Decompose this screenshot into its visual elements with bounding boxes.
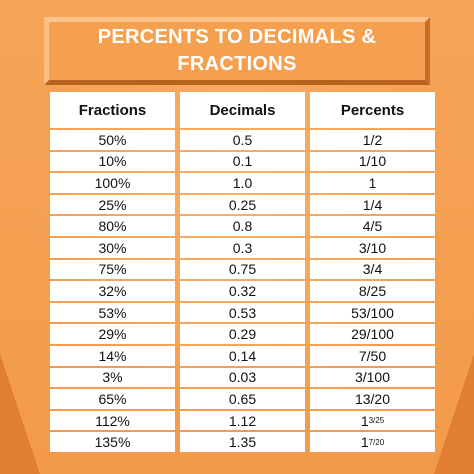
mixed-fraction: 3/25 [368,416,385,426]
table-cell: 0.1 [180,151,305,172]
mixed-fraction: 7/20 [368,437,385,447]
table-cell: 3/4 [310,259,435,280]
table-cell: 100% [50,173,175,193]
table-cell: 10% [50,151,175,172]
table-cell: 3/10 [310,238,435,258]
column-header: Decimals [180,92,305,128]
table-cell: 1.35 [180,432,305,452]
table-cell: 1 7/20 [310,432,435,452]
table-cell: 75% [50,259,175,280]
table-cell: 32% [50,281,175,301]
table-cell: 135% [50,432,175,452]
table-cell: 50% [50,130,175,150]
table-cell: 112% [50,410,175,431]
table-cell: 4/5 [310,216,435,236]
table-cell: 1 3/25 [310,410,435,431]
table-cell: 1.0 [180,173,305,193]
mixed-whole: 1 [360,412,369,429]
table-cell: 3/100 [310,367,435,388]
table-cell: 0.25 [180,194,305,215]
title-banner: PERCENTS TO DECIMALS & FRACTIONS [44,17,430,85]
table-cell: 0.8 [180,216,305,236]
title: PERCENTS TO DECIMALS & FRACTIONS [97,26,377,75]
table-cell: 13/20 [310,389,435,409]
decoration [0,354,40,474]
table-cell: 1.12 [180,410,305,431]
mixed-whole: 1 [360,434,369,451]
table-cell: 0.5 [180,130,305,150]
column-header: Percents [310,92,435,128]
table-cell: 53% [50,302,175,323]
table-cell: 80% [50,216,175,236]
table-cell: 1/10 [310,151,435,172]
table-cell: 0.75 [180,259,305,280]
table-cell: 7/50 [310,346,435,366]
table-cell: 65% [50,389,175,409]
column-header: Fractions [50,92,175,128]
table-cell: 29/100 [310,324,435,344]
table-cell: 53/100 [310,302,435,323]
table-cell: 14% [50,346,175,366]
table-cell: 0.53 [180,302,305,323]
table-cell: 8/25 [310,281,435,301]
table-cell: 30% [50,238,175,258]
table-cell: 29% [50,324,175,344]
table-cell: 25% [50,194,175,215]
table-cell: 0.29 [180,324,305,344]
table-cell: 0.14 [180,346,305,366]
table-cell: 0.03 [180,367,305,388]
table-cell: 1/2 [310,130,435,150]
decoration [434,354,474,474]
table-cell: 1 [310,173,435,193]
table-cell: 0.3 [180,238,305,258]
table-cell: 3% [50,367,175,388]
table-cell: 1/4 [310,194,435,215]
table-cell: 0.32 [180,281,305,301]
table-cell: 0.65 [180,389,305,409]
